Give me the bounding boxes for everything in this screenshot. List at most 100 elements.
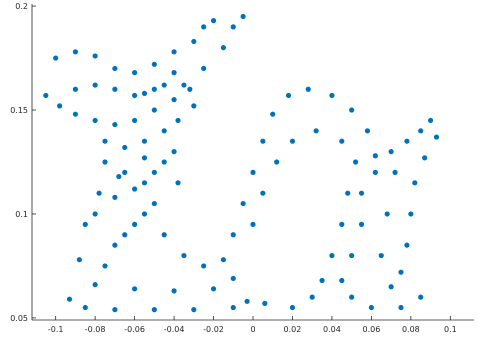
data-point xyxy=(151,307,157,313)
data-point xyxy=(392,169,398,175)
data-point xyxy=(364,128,371,134)
data-point xyxy=(132,70,138,76)
data-point xyxy=(112,194,118,200)
data-point xyxy=(339,221,345,227)
data-point xyxy=(171,70,177,76)
data-point xyxy=(92,82,98,88)
data-point xyxy=(289,304,296,311)
data-point xyxy=(181,252,187,259)
data-point xyxy=(368,304,374,311)
data-point xyxy=(161,82,167,88)
data-point xyxy=(132,117,138,124)
data-point xyxy=(260,138,266,144)
points-layer xyxy=(43,13,440,313)
x-tick-label: -0.02 xyxy=(203,325,224,334)
data-point xyxy=(398,304,404,311)
data-point xyxy=(358,190,365,196)
data-point xyxy=(92,211,98,217)
y-tick-label: 0.2 xyxy=(15,2,28,11)
data-point xyxy=(141,138,148,144)
x-tick-label: 0.08 xyxy=(402,325,420,334)
data-point xyxy=(244,298,250,304)
data-point xyxy=(422,155,428,161)
x-tick-label: 0.06 xyxy=(362,325,380,334)
data-point xyxy=(171,288,177,294)
data-point xyxy=(122,169,128,175)
data-point xyxy=(372,169,378,175)
data-point xyxy=(171,97,177,103)
data-point xyxy=(349,294,355,300)
data-point xyxy=(161,128,167,134)
data-point xyxy=(66,296,73,302)
data-point xyxy=(412,180,418,186)
data-point xyxy=(151,107,157,113)
x-tick-label: 0 xyxy=(250,325,255,334)
data-point xyxy=(329,252,335,259)
data-point xyxy=(378,252,384,259)
data-point xyxy=(151,61,157,67)
data-point xyxy=(132,221,138,227)
data-point xyxy=(151,200,157,207)
data-point xyxy=(82,304,88,311)
data-point xyxy=(384,211,390,217)
x-tick-label: 0.1 xyxy=(444,325,457,334)
x-tick-label: 0.04 xyxy=(323,325,341,334)
data-point xyxy=(132,286,138,292)
data-point xyxy=(339,277,345,284)
x-tick-label: -0.04 xyxy=(164,325,185,334)
y-tick-label: 0.15 xyxy=(10,106,28,115)
data-point xyxy=(220,45,227,51)
data-point xyxy=(102,138,108,144)
data-point xyxy=(398,269,404,275)
data-point xyxy=(230,275,236,282)
x-tick-label: -0.06 xyxy=(124,325,145,334)
data-point xyxy=(230,232,236,238)
data-point xyxy=(404,242,410,248)
data-point xyxy=(201,24,207,30)
data-point xyxy=(388,284,394,290)
data-point xyxy=(102,159,108,165)
data-point xyxy=(141,90,148,96)
data-point xyxy=(210,18,217,24)
data-point xyxy=(191,307,197,313)
data-point xyxy=(191,103,197,109)
data-point xyxy=(112,121,118,128)
data-point xyxy=(96,190,102,196)
data-point xyxy=(141,180,148,186)
y-tick-label: 0.05 xyxy=(10,314,28,323)
data-point xyxy=(309,294,315,300)
data-point xyxy=(112,65,118,72)
data-point xyxy=(358,221,365,227)
data-point xyxy=(141,211,148,217)
data-point xyxy=(329,92,335,99)
data-point xyxy=(132,92,138,99)
data-point xyxy=(427,117,434,124)
data-point xyxy=(230,304,236,311)
data-point xyxy=(345,190,351,196)
data-point xyxy=(270,111,276,117)
data-point xyxy=(250,169,256,175)
data-point xyxy=(57,103,63,109)
data-point xyxy=(305,86,311,92)
data-point xyxy=(132,186,138,192)
data-point xyxy=(220,257,227,263)
data-point xyxy=(161,232,167,238)
data-point xyxy=(122,144,128,151)
data-point xyxy=(201,65,207,72)
data-point xyxy=(175,180,181,186)
data-point xyxy=(171,49,177,55)
y-axis-ticks: 0.05 0.1 0.15 0.2 xyxy=(10,2,36,323)
data-point xyxy=(53,55,59,61)
data-point xyxy=(112,307,118,313)
data-point xyxy=(433,134,440,140)
data-point xyxy=(191,38,197,45)
data-point xyxy=(260,190,266,196)
data-point xyxy=(388,149,394,155)
data-point xyxy=(72,86,79,92)
data-point xyxy=(372,153,378,159)
data-point xyxy=(151,169,157,175)
data-point xyxy=(210,286,217,292)
data-point xyxy=(122,232,128,238)
data-point xyxy=(274,159,280,165)
data-point xyxy=(201,263,207,269)
